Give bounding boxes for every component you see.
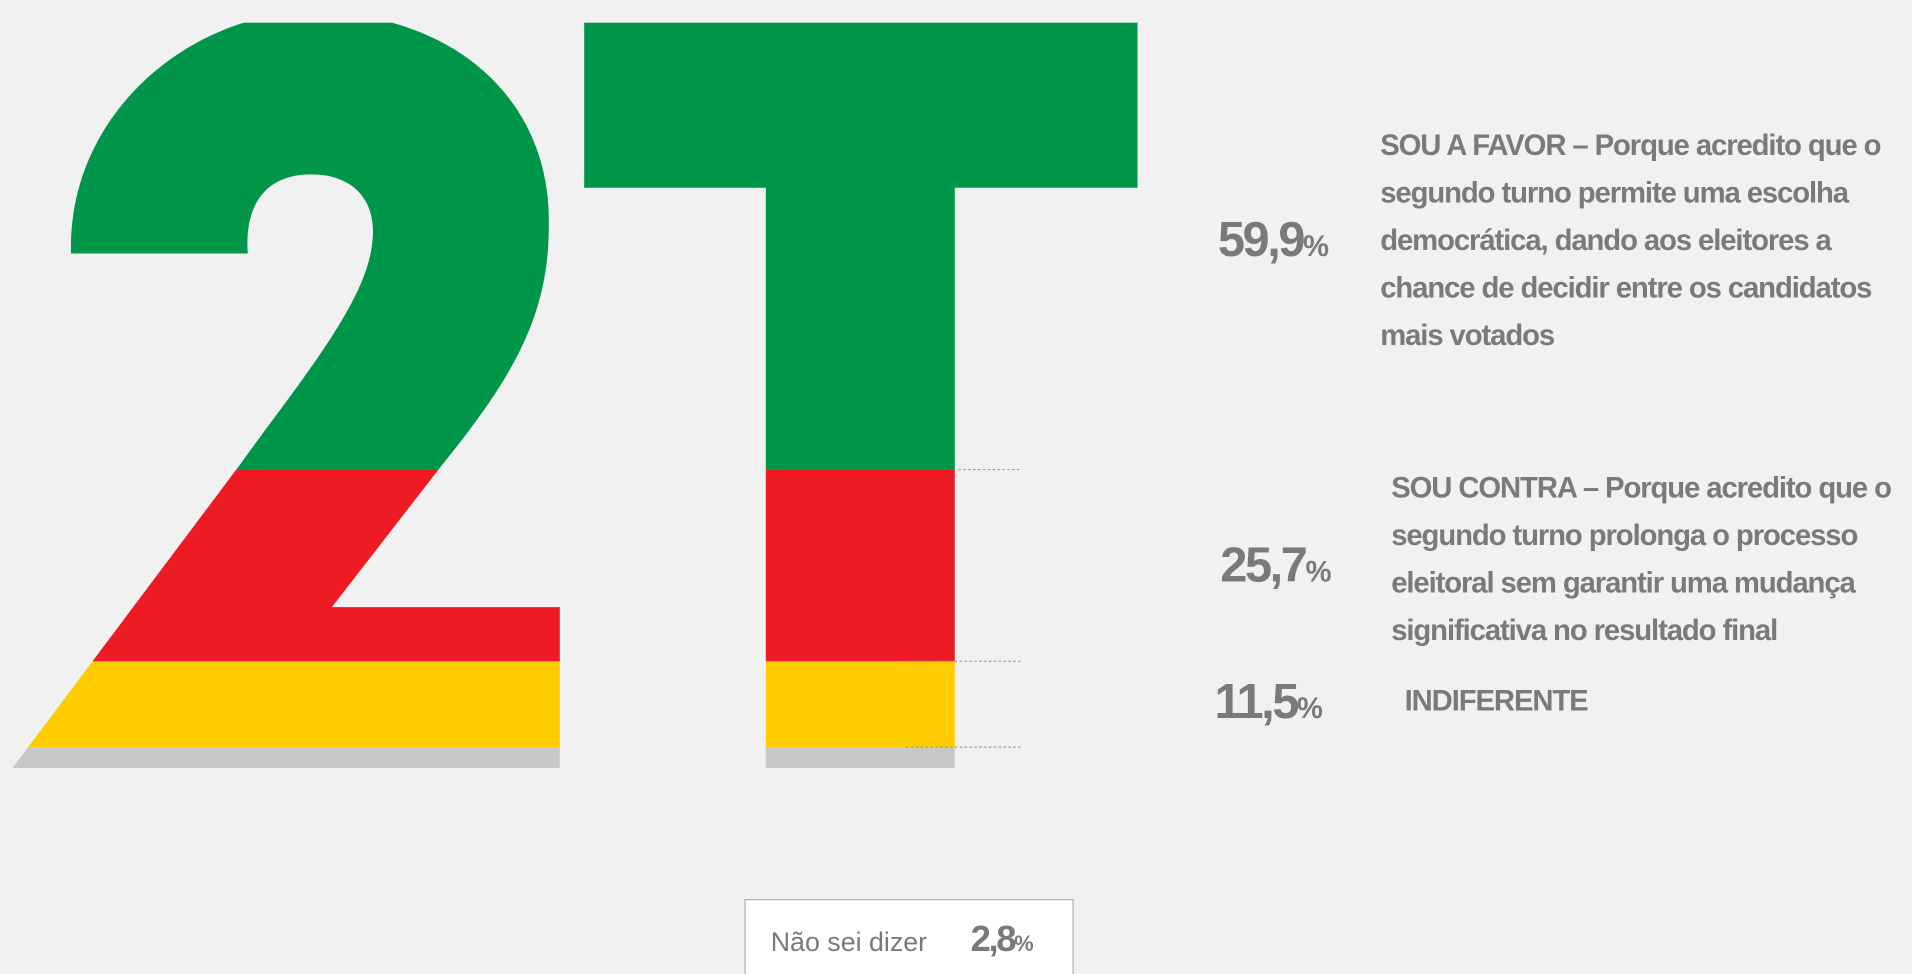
description: SOU CONTRA – Porque acredito que o segun… bbox=[1391, 471, 1892, 648]
value-label: 59,9% bbox=[1218, 213, 1329, 267]
value-label: 2,8% bbox=[971, 918, 1034, 959]
description-text: SOU CONTRA – Porque acredito que o segun… bbox=[1391, 471, 1892, 648]
description-text: INDIFERENTE bbox=[1404, 685, 1589, 719]
value-label: 25,7% bbox=[1220, 538, 1331, 592]
legend-box bbox=[744, 899, 1074, 974]
segment bbox=[12, 469, 1138, 662]
description: SOU A FAVOR – Porque acredito que o segu… bbox=[1380, 129, 1881, 353]
glyph-2t bbox=[12, 22, 1138, 768]
segment bbox=[12, 661, 1138, 748]
value-label: 11,5% bbox=[1214, 675, 1322, 729]
segment bbox=[12, 22, 1138, 470]
segment bbox=[12, 747, 1138, 768]
description: INDIFERENTE bbox=[1404, 685, 1589, 719]
description-text: SOU A FAVOR – Porque acredito que o segu… bbox=[1380, 129, 1881, 353]
legend-label: Não sei dizer bbox=[771, 927, 927, 957]
